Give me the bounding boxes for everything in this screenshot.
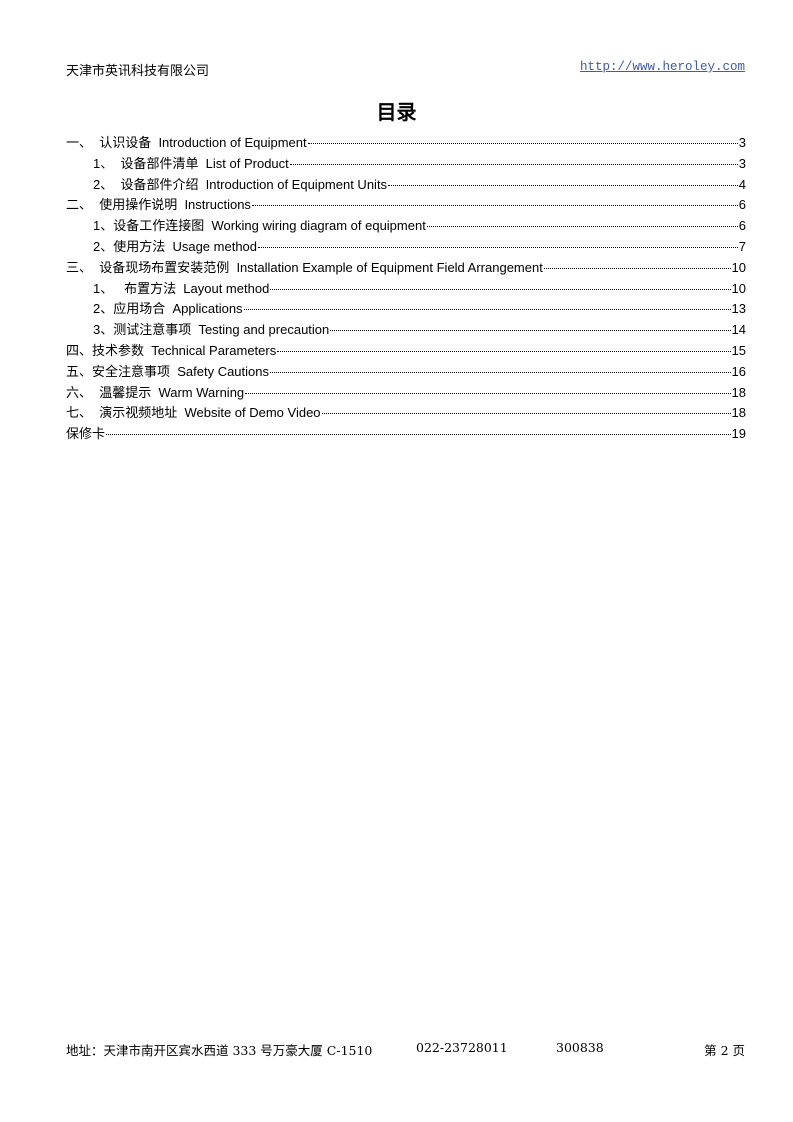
toc-entry-page: 18: [731, 405, 746, 421]
toc-entry-title: 1、设备工作连接图 Working wiring diagram of equi…: [93, 218, 426, 234]
dot-leader: [330, 330, 731, 332]
toc-entry-page: 10: [731, 259, 746, 275]
toc-entry-title: 2、使用方法 Usage method: [93, 238, 258, 254]
toc-entry[interactable]: 2、应用场合 Applications 13: [66, 298, 746, 319]
company-name: 天津市英讯科技有限公司: [66, 64, 210, 79]
toc-entry-title: 1、 布置方法 Layout method: [93, 280, 270, 296]
toc-entry-page: 19: [731, 426, 746, 442]
toc-entry-title: 六、 温馨提示 Warm Warning: [66, 384, 245, 400]
page-title: 目录: [376, 100, 417, 124]
toc-entry[interactable]: 五、安全注意事项 Safety Cautions 16: [66, 361, 746, 382]
toc-entry-page: 4: [738, 176, 746, 192]
toc-entry[interactable]: 三、 设备现场布置安装范例 Installation Example of Eq…: [66, 257, 746, 278]
toc-entry-title: 2、 设备部件介绍 Introduction of Equipment Unit…: [93, 176, 388, 192]
toc-entry-page: 3: [738, 135, 746, 150]
dot-leader: [277, 350, 731, 352]
footer-phone: 022-23728011: [416, 1040, 508, 1055]
dot-leader: [307, 143, 738, 144]
toc-entry-page: 13: [731, 301, 746, 317]
page-header: 天津市英讯科技有限公司 http://www.heroley.com: [66, 60, 745, 79]
toc-entry[interactable]: 保修卡 19: [66, 423, 746, 444]
toc-entry-page: 18: [731, 384, 746, 400]
toc-entry[interactable]: 一、 认识设备 Introduction of Equipment 3: [66, 132, 746, 153]
dot-leader: [289, 163, 738, 165]
toc-entry-page: 14: [731, 322, 746, 338]
toc-entry[interactable]: 四、技术参数 Technical Parameters 15: [66, 340, 746, 361]
dot-leader: [270, 288, 731, 290]
toc-entry-page: 7: [738, 238, 746, 254]
dot-leader: [426, 226, 738, 228]
dot-leader: [106, 434, 731, 436]
toc-entry[interactable]: 2、使用方法 Usage method 7: [66, 236, 746, 257]
toc-entry-title: 保修卡: [66, 426, 106, 442]
toc-entry-title: 1、 设备部件清单 List of Product: [93, 155, 289, 171]
toc-entry[interactable]: 七、 演示视频地址 Website of Demo Video 18: [66, 402, 746, 423]
website-link[interactable]: http://www.heroley.com: [579, 60, 745, 74]
table-of-contents: 一、 认识设备 Introduction of Equipment 3 1、 设备部…: [66, 132, 746, 444]
toc-entry[interactable]: 2、 设备部件介绍 Introduction of Equipment Unit…: [66, 174, 746, 195]
toc-entry[interactable]: 1、 设备部件清单 List of Product 3: [66, 153, 746, 174]
toc-entry-title: 四、技术参数 Technical Parameters: [66, 342, 277, 358]
toc-entry-title: 三、 设备现场布置安装范例 Installation Example of Eq…: [66, 259, 543, 275]
toc-entry-title: 2、应用场合 Applications: [93, 301, 243, 317]
dot-leader: [388, 184, 738, 186]
dot-leader: [258, 246, 738, 248]
toc-entry[interactable]: 3、测试注意事项 Testing and precaution 14: [66, 319, 746, 340]
toc-entry-page: 6: [738, 218, 746, 234]
toc-entry[interactable]: 六、 温馨提示 Warm Warning 18: [66, 382, 746, 403]
footer-postcode: 300838: [556, 1040, 604, 1055]
dot-leader: [251, 205, 738, 207]
dot-leader: [243, 309, 731, 311]
footer-address: 地址：天津市南开区宾水西道 333 号万豪大厦 C-1510: [66, 1043, 373, 1058]
toc-entry-page: 3: [738, 155, 746, 171]
toc-entry[interactable]: 1、 布置方法 Layout method 10: [66, 278, 746, 299]
toc-entry[interactable]: 二、 使用操作说明 Instructions 6: [66, 194, 746, 215]
toc-entry-page: 15: [731, 342, 746, 358]
toc-entry-page: 16: [731, 363, 746, 379]
dot-leader: [245, 392, 731, 394]
footer-page-number: 第 2 页: [704, 1043, 745, 1058]
toc-entry-title: 3、测试注意事项 Testing and precaution: [93, 322, 330, 338]
dot-leader: [543, 267, 731, 269]
toc-entry-page: 6: [738, 197, 746, 213]
toc-entry[interactable]: 1、设备工作连接图 Working wiring diagram of equi…: [66, 215, 746, 236]
dot-leader: [321, 413, 731, 415]
toc-entry-title: 七、 演示视频地址 Website of Demo Video: [66, 405, 321, 421]
toc-entry-title: 二、 使用操作说明 Instructions: [66, 197, 251, 213]
dot-leader: [270, 371, 731, 373]
page-footer: 地址：天津市南开区宾水西道 333 号万豪大厦 C-1510 022-23728…: [66, 1040, 745, 1059]
toc-entry-page: 10: [731, 280, 746, 296]
toc-entry-title: 一、 认识设备 Introduction of Equipment: [66, 135, 307, 150]
toc-entry-title: 五、安全注意事项 Safety Cautions: [66, 363, 269, 379]
